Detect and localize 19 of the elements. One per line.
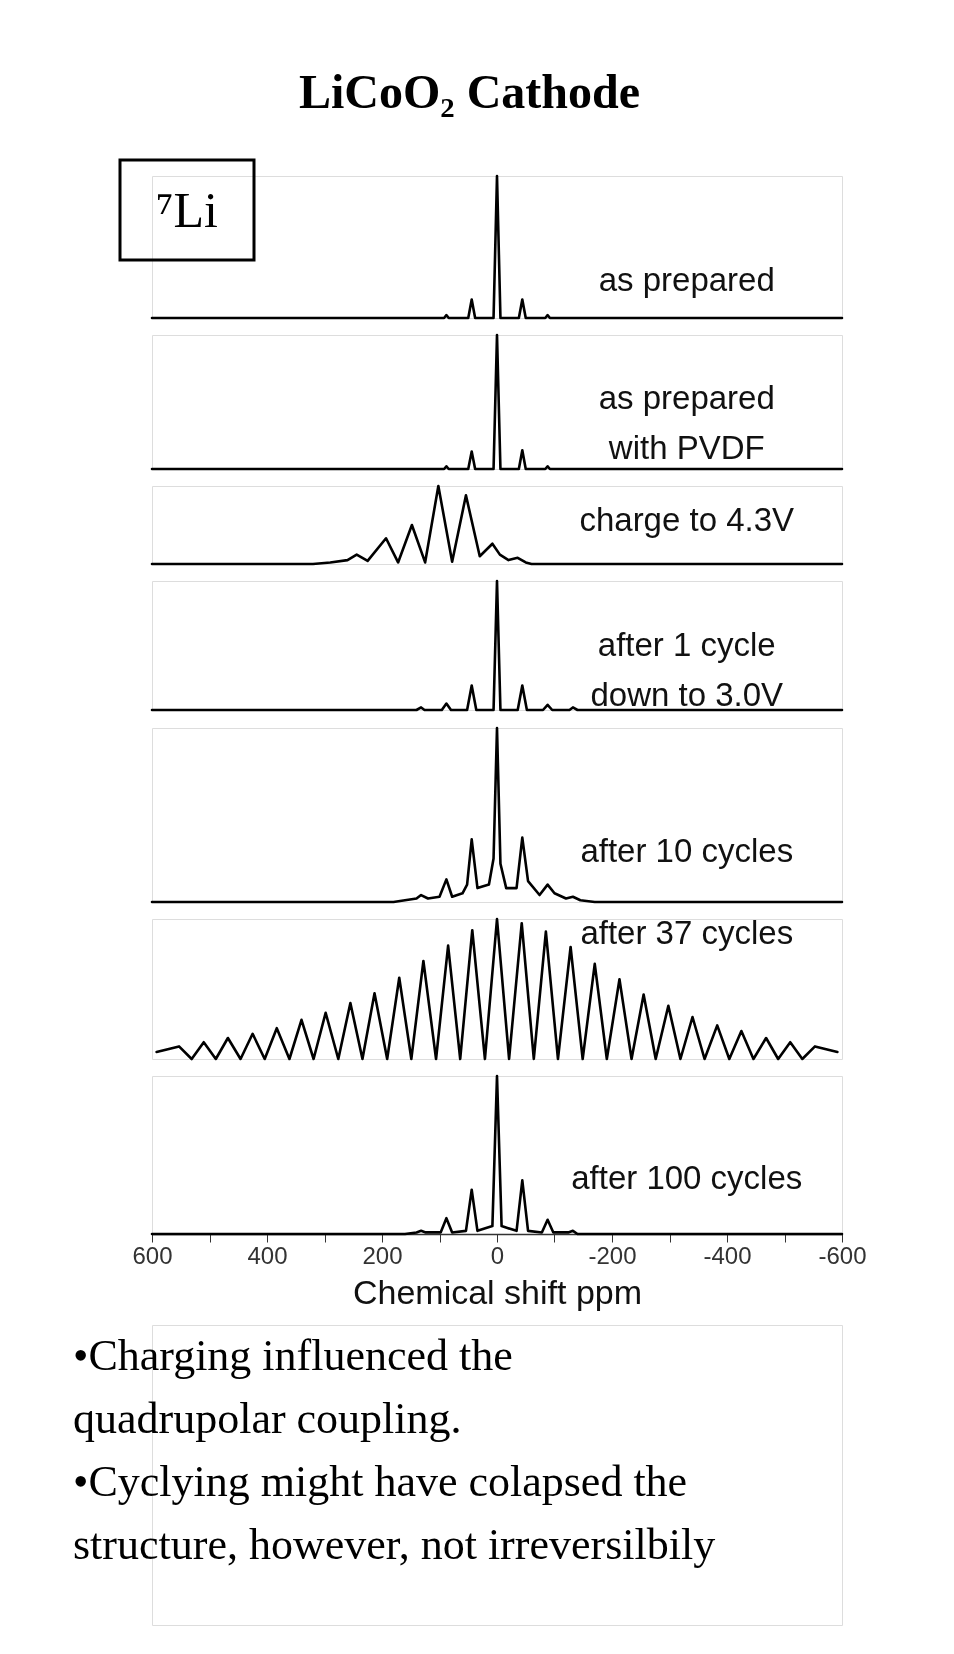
x-tick-label: -200 [588,1241,637,1269]
x-tick-label: 600 [132,1241,173,1269]
series-label: after 10 cycles [580,831,794,869]
series-label: charge to 4.3V [579,501,795,539]
text: •Cyclying might have colapsed the structure, however, not irreversilbily [73,1457,716,1569]
series-label: after 1 cycle down to 3.0V [590,625,784,713]
series-label: after 100 cycles [571,1158,803,1196]
series-label: as prepared [598,261,775,299]
annotation: ⁷Li [156,182,218,238]
text: •Charging influenced the quadrupolar coupling. [73,1331,513,1443]
series-label: after 37 cycles [580,914,794,952]
x-tick-label: -400 [703,1241,752,1269]
chart-title: LiCoO₂ Cathode [298,65,641,118]
x-tick-label: 200 [362,1241,403,1269]
x-tick-label: 400 [247,1241,288,1269]
x-tick-label: 0 [490,1241,505,1269]
x-axis-title: Chemical shift ppm [352,1272,643,1311]
x-tick-label: -600 [818,1241,867,1269]
series-label: as prepared with PVDF [598,379,775,467]
